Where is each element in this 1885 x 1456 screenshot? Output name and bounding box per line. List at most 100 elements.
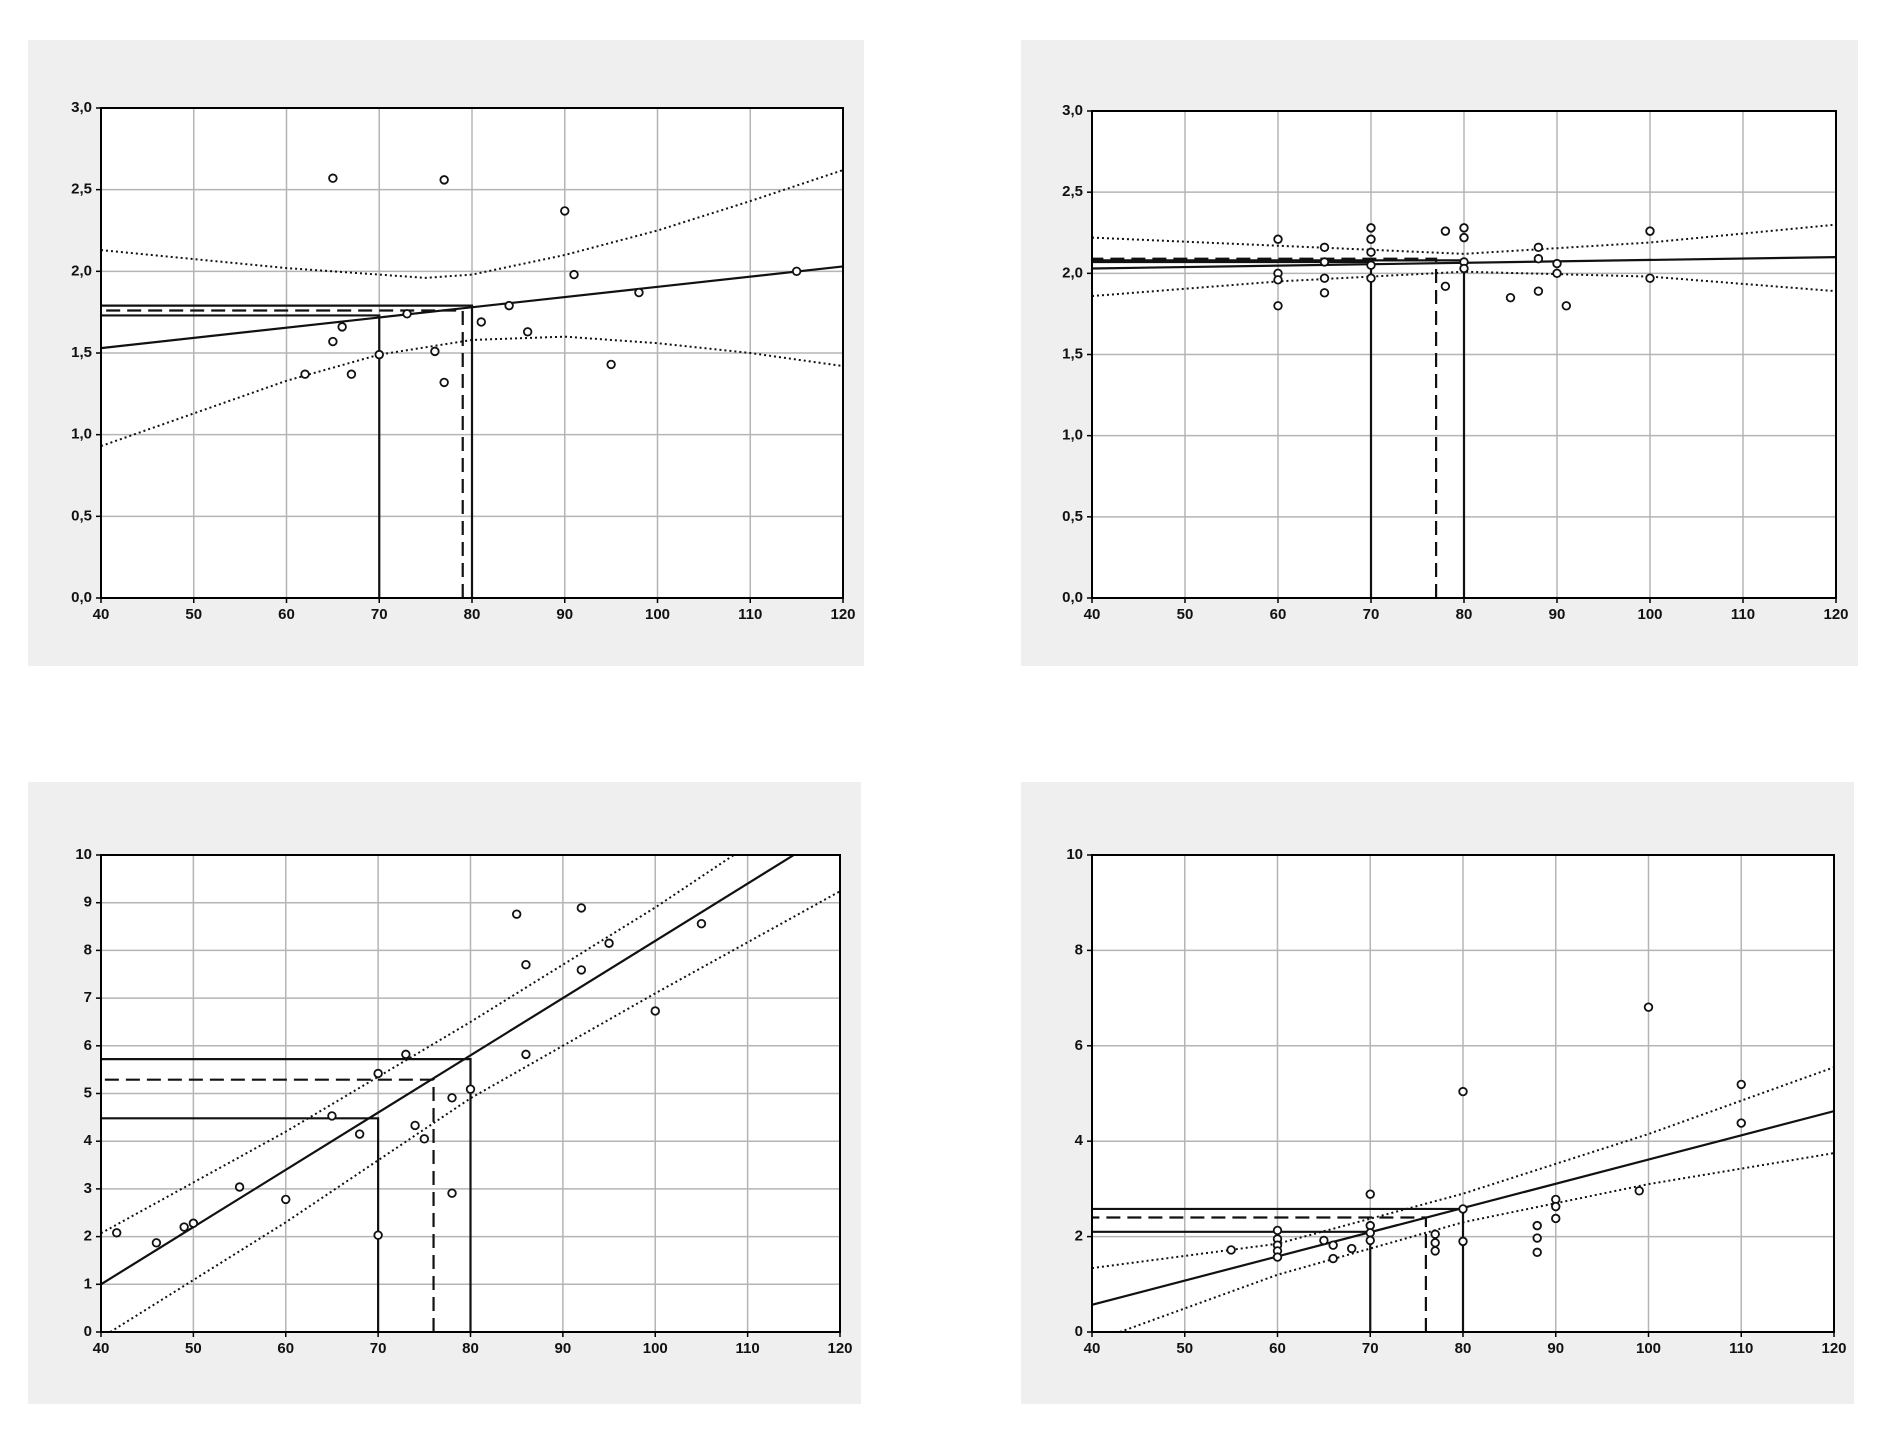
x-tick-label: 90 [555,1340,572,1357]
y-tick-label: 6 [1075,1037,1083,1054]
x-tick-label: 100 [1636,1340,1661,1357]
solid-line [101,855,795,1286]
data-point [1365,1189,1375,1199]
y-tick-label: 3,0 [1062,102,1083,119]
y-tick-label: 8 [84,941,92,958]
data-point [1532,1233,1542,1243]
data-point [374,349,384,360]
data-point [1533,254,1544,264]
x-tick-label: 70 [1362,1340,1379,1357]
data-point [373,1068,383,1079]
data-point [300,369,310,379]
data-point [1561,301,1571,311]
y-tick-label: 8 [1075,941,1083,958]
x-tick-label: 70 [370,1340,387,1357]
data-point [791,266,802,277]
x-tick-label: 80 [462,1340,479,1357]
y-tick-label: 1,0 [71,426,92,443]
y-tick-label: 6 [84,1037,92,1054]
y-tick-label: 2,5 [1062,183,1083,200]
y-tick-label: 1,5 [71,344,92,361]
x-tick-label: 90 [1549,606,1566,623]
data-point [1440,226,1451,236]
data-point [439,175,449,185]
x-tick-label: 70 [1363,606,1380,623]
y-tick-label: 0,0 [71,589,92,606]
dotted-line [1092,223,1836,255]
data-point [1458,1086,1468,1097]
data-point [327,1111,337,1121]
data-point [430,346,440,357]
data-point [560,206,570,216]
data-point [465,1084,476,1094]
data-point [1552,258,1562,269]
x-tick-label: 60 [1269,1340,1286,1357]
data-point [179,1222,189,1232]
x-tick-label: 40 [1084,1340,1101,1357]
x-tick-label: 100 [643,1340,668,1357]
data-point [576,903,587,913]
x-tick-label: 90 [1547,1340,1564,1357]
data-point [576,965,587,975]
dotted-line [101,855,735,1235]
data-point [1736,1118,1746,1128]
x-tick-label: 110 [1729,1340,1753,1357]
data-point [328,336,338,347]
y-tick-label: 5 [84,1084,92,1101]
dashed-line [1092,1216,1427,1332]
x-tick-label: 50 [1177,606,1194,623]
y-tick-label: 1,0 [1062,427,1083,444]
x-tick-label: 120 [1821,1340,1846,1357]
data-point [1645,226,1655,236]
data-point [328,173,338,183]
data-point [1532,1247,1542,1258]
x-tick-label: 40 [93,606,110,623]
data-point [1319,257,1330,267]
y-tick-label: 3 [84,1180,92,1197]
x-tick-label: 110 [736,1340,760,1357]
x-tick-label: 110 [738,606,762,623]
data-point [354,1129,365,1139]
x-tick-label: 80 [1456,606,1473,623]
data-point [569,269,579,280]
data-point [1458,1236,1468,1247]
y-tick-label: 0,5 [71,507,92,524]
y-tick-label: 0 [84,1323,92,1340]
data-point [1272,1252,1283,1262]
data-point [1505,292,1516,303]
data-point [1533,242,1544,253]
data-point [1459,263,1469,274]
data-point [419,1134,430,1144]
data-point [1459,232,1469,243]
data-point [1430,1229,1440,1239]
x-tick-label: 60 [278,606,295,623]
x-tick-label: 60 [277,1340,294,1357]
x-tick-label: 100 [645,606,670,623]
data-point [1365,1235,1375,1246]
data-point [1273,234,1283,244]
y-tick-label: 10 [1066,846,1083,863]
data-point [1552,268,1562,279]
x-tick-label: 40 [93,1340,110,1357]
x-tick-label: 70 [371,606,388,623]
y-tick-label: 0,5 [1062,508,1083,525]
data-point [151,1238,162,1248]
y-tick-label: 2 [1075,1228,1083,1245]
y-tick-label: 4 [84,1132,93,1149]
x-tick-label: 90 [556,606,573,623]
data-point [1551,1201,1561,1212]
chart-panel: 40 50 60 70 80 90 100 110 120 0 1 2 3 4 5 6 7 8 9 10 [28,782,861,1404]
data-point [1533,286,1544,296]
chart-panel: 40 50 60 70 80 90 100 110 120 0,0 0,5 1,0 1,5 2,0 2,5 3… [1021,40,1858,666]
plot-frame [100,854,841,1333]
x-tick-label: 50 [1176,1340,1193,1357]
dotted-line [1092,270,1836,298]
data-point [1366,223,1376,233]
data-point [1458,1204,1468,1214]
data-point [1643,1002,1654,1012]
data-point [1634,1186,1644,1196]
data-point [1346,1243,1357,1254]
y-tick-label: 4 [1075,1132,1084,1149]
y-tick-label: 2,0 [1062,264,1083,281]
data-point [337,322,347,332]
